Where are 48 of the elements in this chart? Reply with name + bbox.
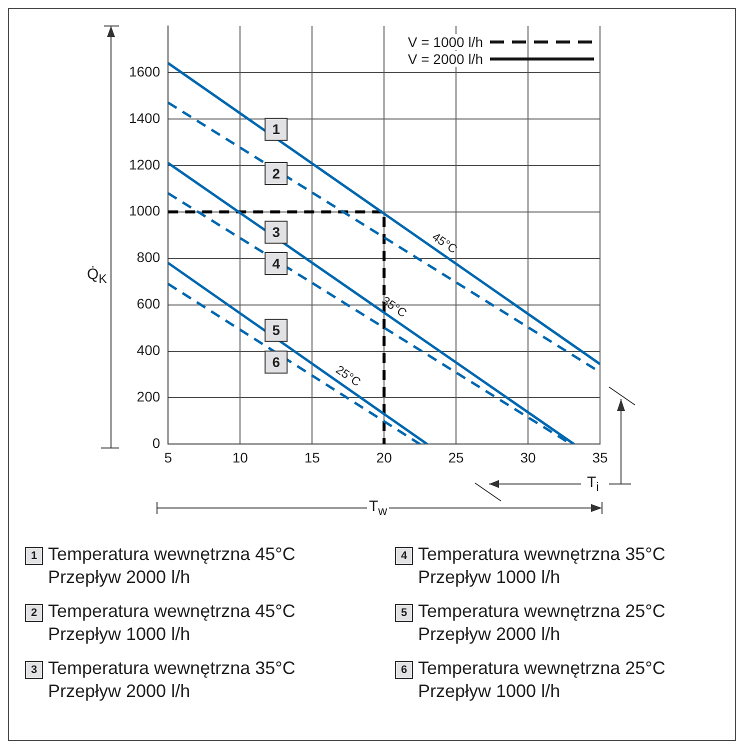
text: 2 — [25, 604, 43, 622]
text: Temperatura wewnętrzna 35°C — [48, 657, 296, 680]
x-tick-label: 30 — [520, 449, 536, 466]
annotation: V = 1000 l/h — [408, 34, 483, 50]
text: Przepływ 1000 l/h — [418, 680, 562, 703]
annotation: 6 — [272, 354, 280, 370]
text: T$_{i}$ — [585, 474, 601, 494]
text: Przepływ 2000 l/h — [418, 623, 562, 646]
y-axis-title: Q̇$_{K}$ — [87, 264, 108, 288]
y-tick-label: 1200 — [128, 156, 160, 172]
text: 5 — [395, 604, 413, 622]
y-tick-label: 800 — [136, 249, 160, 266]
y-tick-label: 1000 — [128, 202, 160, 219]
text: 1 — [25, 547, 43, 565]
x-tick-label: 35 — [592, 449, 608, 466]
annotation: V = 2000 l/h — [408, 50, 483, 66]
y-tick-label: 1400 — [128, 110, 160, 126]
x-tick-label: 15 — [304, 449, 320, 466]
annotation: 25°C — [333, 362, 364, 390]
y-tick-label: 0 — [152, 435, 160, 452]
text: Przepływ 2000 l/h — [48, 566, 192, 589]
annotation: 5 — [272, 322, 280, 338]
text: 3 — [25, 661, 43, 679]
text: Temperatura wewnętrzna 25°C — [418, 600, 666, 623]
x-tick-label: 20 — [376, 449, 392, 466]
text: Przepływ 1000 l/h — [48, 623, 192, 646]
text: Temperatura wewnętrzna 45°C — [48, 600, 296, 623]
annotation: 4 — [272, 255, 280, 272]
text: Temperatura wewnętrzna 45°C — [48, 543, 296, 566]
annotation: 3 — [272, 224, 280, 240]
annotation: 1 — [272, 121, 280, 138]
text: Temperatura wewnętrzna 25°C — [418, 657, 666, 680]
y-tick-label: 600 — [136, 296, 160, 312]
text: 4 — [395, 547, 413, 565]
text: Przepływ 1000 l/h — [418, 566, 562, 589]
y-tick-label: 200 — [136, 388, 160, 405]
annotation: 45°C — [430, 230, 460, 256]
x-tick-label: 25 — [448, 449, 464, 466]
text: Temperatura wewnętrzna 35°C — [418, 543, 666, 566]
text: 6 — [395, 661, 413, 679]
x-axis-title: T$_{w}$ — [367, 498, 390, 518]
annotation: 2 — [272, 165, 280, 182]
x-tick-label: 5 — [164, 449, 172, 466]
y-tick-label: 1600 — [128, 63, 160, 80]
text: Przepływ 2000 l/h — [48, 680, 192, 703]
annotation: 35°C — [379, 294, 410, 320]
y-tick-label: 400 — [136, 342, 160, 358]
x-tick-label: 10 — [232, 449, 248, 466]
